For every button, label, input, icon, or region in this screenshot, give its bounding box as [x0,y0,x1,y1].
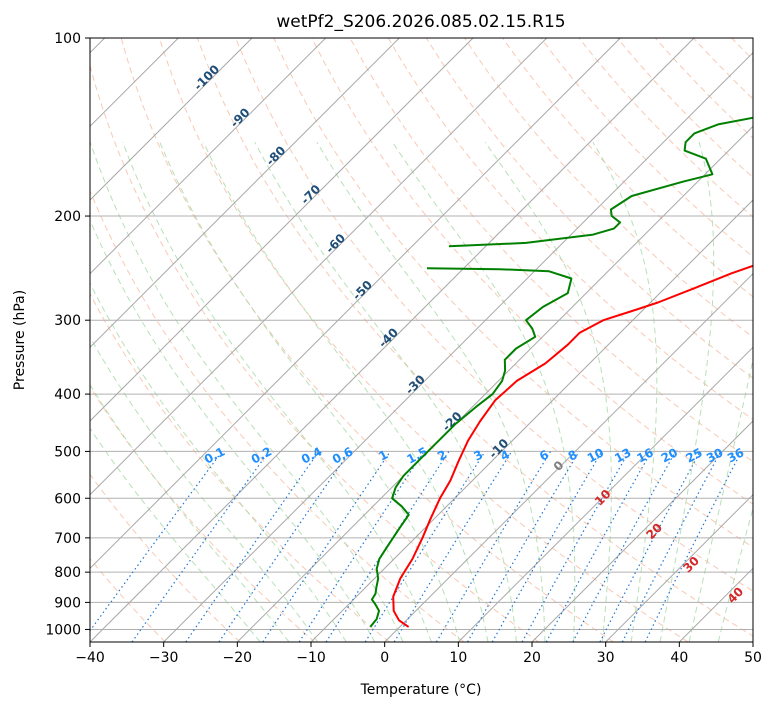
dry-adiabat-line [90,473,241,642]
y-tick-label: 500 [54,444,81,460]
y-tick-label: 800 [54,565,81,581]
dry-adiabat-line [502,38,753,298]
isotherm-line [236,125,753,642]
y-tick-label: 1000 [45,622,81,638]
y-tick-label: 100 [54,31,81,47]
isotherm-line [90,38,327,275]
dry-adiabat-line [273,38,753,548]
moist-adiabat-line [90,142,404,642]
chart-title: wetPf2_S206.2026.085.02.15.R15 [276,12,565,32]
dry-adiabat-line [90,292,390,642]
mixing-ratio-line [325,451,450,642]
x-tick-label: 30 [597,650,615,666]
moist-adiabat-line [90,427,261,642]
dry-adiabat-line [311,38,753,505]
dry-adiabat-line [464,38,753,338]
x-tick-label: 50 [744,650,762,666]
moist-adiabat-line [122,142,432,642]
mixing-ratio-line [466,451,580,642]
dewpoint-profile [369,267,573,628]
isotherm-line [90,38,253,201]
moist-adiabat-line [392,141,576,642]
x-tick-label: 0 [380,650,389,666]
y-tick-label: 400 [54,387,81,403]
moist-adiabat-line [159,142,461,642]
moist-adiabat-line [254,141,517,642]
moist-adiabat-line [90,282,347,642]
mixing-ratio-label: 25 [684,445,705,465]
moist-adiabat-line [592,141,658,642]
x-tick-label: −30 [149,650,179,666]
isotherm-line [531,420,753,642]
x-axis-label: Temperature (°C) [360,682,482,698]
dry-adiabat-line [90,189,465,642]
isotherm-line [163,51,753,642]
temperature-profile [392,264,753,628]
mixing-ratio-line [364,451,486,642]
x-tick-label: 20 [523,650,541,666]
moist-adiabat-line [659,142,715,642]
isotherm-line [90,38,474,422]
x-tick-label: −40 [75,650,105,666]
dry-adiabat-line [90,63,540,642]
dry-adiabat-line [90,385,316,642]
moist-adiabat-line [90,218,376,642]
dry-adiabat-line [235,38,753,592]
dry-adiabat-line [158,38,689,642]
isotherm-line [605,493,753,642]
x-tick-label: 40 [670,650,688,666]
isotherm-line [90,38,695,642]
x-tick-label: −20 [223,650,253,666]
mixing-ratio-line [545,451,652,642]
isotherm-line [457,346,753,642]
isotherm-line [310,199,753,642]
y-tick-label: 700 [54,531,81,547]
dry-adiabat-line [349,38,753,463]
mixing-ratio-label: 10 [585,445,606,465]
axes: −40 −30 −20 −10 0 10 20 30 40 50 100 200 300 400 500 60… [45,31,762,666]
isotherm-line [90,38,621,570]
mixing-ratio-line [218,451,351,642]
mixing-ratio-line [393,451,513,642]
isotherm-line [90,38,548,496]
x-tick-label: −10 [296,650,326,666]
dry-adiabat-line [387,38,753,421]
mixing-ratio-line [572,451,677,642]
mixing-ratio-line [262,451,391,642]
x-tick-label: 10 [449,650,467,666]
dewpoint-profile-upper [448,116,753,248]
moist-adiabat-line [316,141,546,642]
moist-adiabat-line [90,383,290,642]
y-tick-label: 600 [54,491,81,507]
dry-adiabat-line [425,38,753,379]
mixing-ratio-label: 30 [704,445,725,465]
mixing-ratio-line [644,451,743,642]
isotherm-line [90,38,400,349]
mixing-ratio-line [185,451,320,642]
moist-adiabat-line [90,336,319,642]
mixing-ratio-label: 16 [634,445,655,465]
dry-adiabat-line [120,38,614,642]
y-tick-label: 900 [54,595,81,611]
isotherm-line [384,272,753,642]
mixing-ratio-label: 13 [612,445,633,465]
moist-adiabat-line [202,141,489,642]
y-tick-label: 300 [54,313,81,329]
mixing-ratio-line [131,451,270,642]
moist-adiabat-line [688,357,753,642]
mixing-ratio-line [435,451,552,642]
mixing-ratio-label: 20 [659,445,680,465]
mixing-ratio-label: 36 [725,445,746,465]
plot-frame [89,37,754,643]
y-tick-label: 200 [54,209,81,225]
moist-adiabat-line [717,506,753,642]
y-axis-label: Pressure (hPa) [12,290,28,390]
mixing-ratio-line [298,451,425,642]
